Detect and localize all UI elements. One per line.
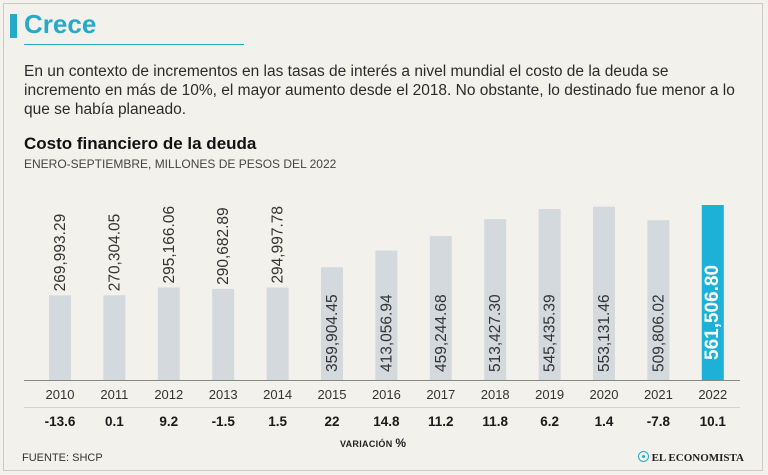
value-label-2021: 509,806.02 xyxy=(650,294,667,372)
bar-2022 xyxy=(701,205,724,380)
bar-2021 xyxy=(647,220,670,380)
year-label-2016: 2016 xyxy=(372,387,401,402)
bar-2011 xyxy=(103,295,126,380)
value-label-2014: 294,997.78 xyxy=(270,206,287,284)
bar-2012 xyxy=(157,287,180,380)
year-label-2014: 2014 xyxy=(263,387,292,402)
variation-value-2011: 0.1 xyxy=(105,414,124,429)
variation-value-2018: 11.8 xyxy=(482,414,508,429)
variation-value-2010: -13.6 xyxy=(45,414,76,429)
year-label-2011: 2011 xyxy=(100,387,128,402)
year-label-2018: 2018 xyxy=(481,387,510,402)
value-label-2018: 513,427.30 xyxy=(487,294,504,372)
brand-name: EL ECONOMISTA xyxy=(651,452,744,464)
chart-subtitle: ENERO-SEPTIEMBRE, MILLONES DE PESOS DEL … xyxy=(24,157,337,171)
brand-logo: EL ECONOMISTA xyxy=(637,451,744,464)
headline-accent-bar xyxy=(10,14,17,38)
variation-value-2014: 1.5 xyxy=(268,414,287,429)
bar-2014 xyxy=(266,287,289,380)
variation-label-text: VARIACIÓN xyxy=(340,439,393,449)
year-label-2017: 2017 xyxy=(426,387,455,402)
year-label-2010: 2010 xyxy=(46,387,75,402)
value-label-2012: 295,166.06 xyxy=(161,206,178,284)
variation-value-2021: -7.8 xyxy=(647,414,671,429)
variation-value-2013: -1.5 xyxy=(212,414,236,429)
value-label-2016: 413,056.94 xyxy=(378,294,395,372)
variation-value-2020: 1.4 xyxy=(595,414,614,429)
year-label-2015: 2015 xyxy=(318,387,347,402)
chart-title: Costo financiero de la deuda xyxy=(24,134,257,153)
year-label-2013: 2013 xyxy=(209,387,238,402)
value-label-2020: 553,131.46 xyxy=(596,294,613,372)
bar-2020 xyxy=(593,206,615,380)
value-label-2022: 561,506.80 xyxy=(702,265,723,360)
year-label-2012: 2012 xyxy=(154,387,183,402)
value-label-2013: 290,682.89 xyxy=(215,207,232,285)
bar-2017 xyxy=(429,236,452,380)
variation-label: VARIACIÓN % xyxy=(340,436,406,450)
value-label-2011: 270,304.05 xyxy=(106,214,123,292)
bar-2013 xyxy=(212,288,235,380)
frame xyxy=(3,3,763,471)
year-label-2019: 2019 xyxy=(535,387,564,402)
value-label-2017: 459,244.68 xyxy=(433,294,450,372)
bar-2015 xyxy=(321,267,343,380)
bar-2016 xyxy=(375,250,398,380)
value-label-2019: 545,435.39 xyxy=(542,294,559,372)
bar-2019 xyxy=(538,209,561,380)
headline-rule xyxy=(24,44,244,45)
variation-value-2022: 10.1 xyxy=(700,414,727,429)
variation-value-2017: 11.2 xyxy=(428,414,454,429)
year-label-2021: 2021 xyxy=(644,387,673,402)
intro-text: En un contexto de incrementos en las tas… xyxy=(24,63,735,118)
brand-icon xyxy=(637,451,649,462)
bar-2010 xyxy=(49,295,71,380)
source-note: FUENTE: SHCP xyxy=(22,452,103,464)
variation-unit: % xyxy=(395,436,407,450)
variation-value-2015: 22 xyxy=(324,414,339,429)
year-label-2020: 2020 xyxy=(590,387,619,402)
variation-value-2019: 6.2 xyxy=(540,414,559,429)
variation-value-2016: 14.8 xyxy=(373,414,400,429)
value-label-2015: 359,904.45 xyxy=(324,294,341,372)
bar-2018 xyxy=(484,219,507,380)
headline: Crece xyxy=(24,9,97,39)
year-label-2022: 2022 xyxy=(698,387,727,402)
value-label-2010: 269,993.29 xyxy=(52,214,69,292)
variation-value-2012: 9.2 xyxy=(159,414,178,429)
